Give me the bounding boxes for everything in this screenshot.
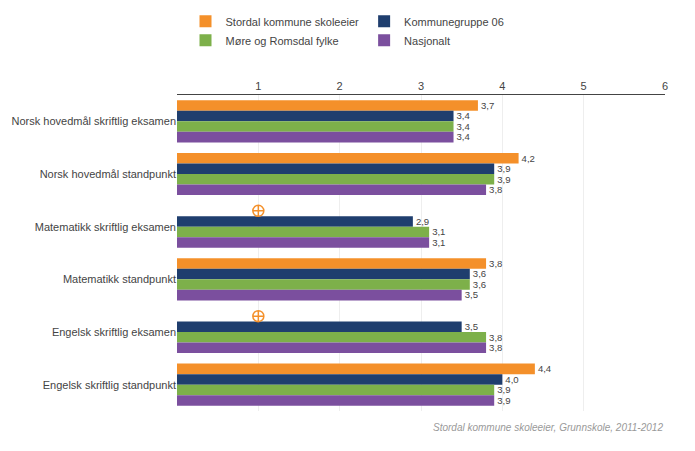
svg-text:Norsk hovedmål standpunkt: Norsk hovedmål standpunkt (40, 168, 176, 180)
svg-text:2,9: 2,9 (416, 216, 429, 227)
svg-text:3,4: 3,4 (457, 110, 471, 121)
svg-text:5: 5 (581, 80, 587, 92)
svg-text:Engelsk skriftlig eksamen: Engelsk skriftlig eksamen (52, 326, 176, 338)
svg-text:4,0: 4,0 (505, 374, 518, 385)
svg-text:1: 1 (255, 80, 261, 92)
svg-text:Stordal kommune skoleeier, Gru: Stordal kommune skoleeier, Grunnskole, 2… (433, 422, 663, 433)
svg-text:3: 3 (418, 80, 424, 92)
svg-text:Nasjonalt: Nasjonalt (404, 35, 450, 47)
svg-text:3,8: 3,8 (489, 184, 502, 195)
svg-text:4,2: 4,2 (522, 153, 535, 164)
svg-text:Kommunegruppe 06: Kommunegruppe 06 (404, 16, 504, 28)
svg-text:4,4: 4,4 (538, 363, 552, 374)
svg-text:3,4: 3,4 (457, 121, 471, 132)
svg-text:4: 4 (499, 80, 505, 92)
svg-text:3,8: 3,8 (489, 258, 502, 269)
svg-text:3,7: 3,7 (481, 100, 494, 111)
svg-text:3,9: 3,9 (497, 395, 510, 406)
svg-text:3,4: 3,4 (457, 131, 471, 142)
svg-text:Norsk hovedmål skriftlig eksam: Norsk hovedmål skriftlig eksamen (12, 115, 176, 127)
svg-text:Møre og Romsdal fylke: Møre og Romsdal fylke (226, 35, 339, 47)
svg-text:3,9: 3,9 (497, 384, 510, 395)
svg-text:3,1: 3,1 (432, 226, 445, 237)
svg-text:3,5: 3,5 (465, 289, 478, 300)
svg-text:3,5: 3,5 (465, 321, 478, 332)
svg-text:3,6: 3,6 (473, 279, 486, 290)
svg-text:3,8: 3,8 (489, 332, 502, 343)
svg-text:2: 2 (337, 80, 343, 92)
svg-text:6: 6 (662, 80, 668, 92)
svg-text:Matematikk skriftlig eksamen: Matematikk skriftlig eksamen (35, 221, 176, 233)
svg-text:3,1: 3,1 (432, 237, 445, 248)
svg-text:3,8: 3,8 (489, 342, 502, 353)
svg-text:Matematikk standpunkt: Matematikk standpunkt (63, 273, 176, 285)
svg-text:Stordal kommune skoleeier: Stordal kommune skoleeier (226, 16, 360, 28)
svg-text:Engelsk skriftlig standpunkt: Engelsk skriftlig standpunkt (43, 379, 176, 391)
svg-text:3,6: 3,6 (473, 268, 486, 279)
svg-text:3,9: 3,9 (497, 174, 510, 185)
svg-text:3,9: 3,9 (497, 163, 510, 174)
